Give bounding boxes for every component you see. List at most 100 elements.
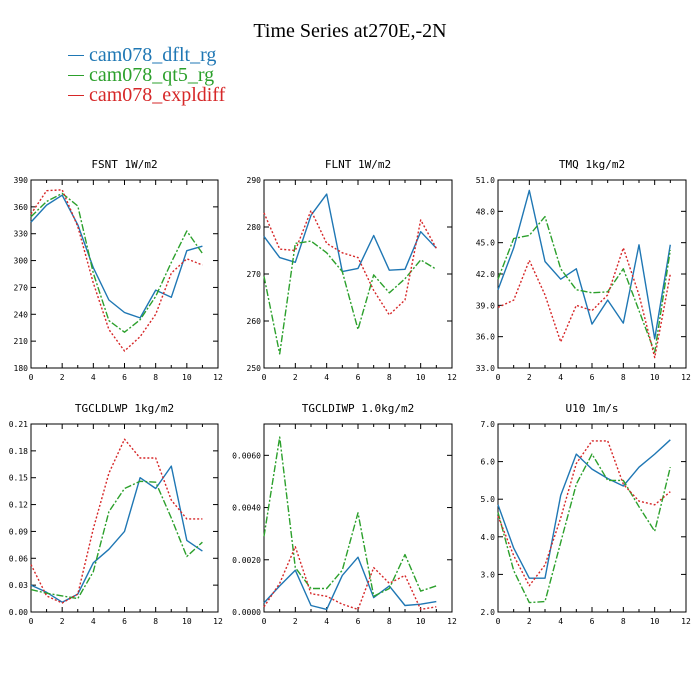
series-line-dflt [497,439,671,579]
y-tick-label: 6.0 [481,458,496,467]
x-tick-label: 2 [527,617,532,626]
x-tick-label: 10 [650,617,660,626]
chart-panel-1: FSNT 1W/m2 0 2 4 6 8 10 12 180 210 240 270 300 330 360… [14,158,223,382]
plot-frame [497,179,687,369]
y-tick-label: 0.00 [9,608,28,617]
y-tick-label: 39.0 [476,301,495,310]
x-tick-label: 2 [60,373,65,382]
y-tick-label: 4.0 [481,533,496,542]
series-line-qt5 [497,453,671,604]
legend-label-dflt: cam078_dflt_rg [89,44,217,66]
y-tick-label: 48.0 [476,207,495,216]
y-tick-label: 7.0 [481,420,496,429]
legend-label-qt5: cam078_qt5_rg [89,64,215,86]
series-line-expldiff [263,546,437,611]
x-tick-label: 8 [387,373,392,382]
x-tick-label: 8 [153,373,158,382]
y-tick-label: 270 [14,283,29,292]
x-tick-label: 12 [681,373,691,382]
y-tick-label: 51.0 [476,176,495,185]
x-tick-label: 6 [122,617,127,626]
y-tick-label: 0.12 [9,501,28,510]
x-tick-label: 2 [293,373,298,382]
x-tick-label: 4 [91,617,96,626]
x-tick-label: 10 [182,617,192,626]
series-line-dflt [263,556,437,611]
plot-frame [30,179,219,369]
series-line-expldiff [497,247,671,359]
y-tick-label: 250 [247,364,262,373]
x-tick-label: 12 [447,617,457,626]
plot-frame [263,179,453,369]
x-tick-label: 0 [29,617,34,626]
chart-panel-3: TMQ 1kg/m2 0 2 4 6 8 10 12 33.0 36.0 39.0 42.0 45.0 4… [476,158,691,382]
x-tick-label: 0 [496,617,501,626]
chart-title: TGCLDLWP 1kg/m2 [75,402,174,415]
y-tick-label: 0.21 [9,420,28,429]
x-tick-label: 2 [527,373,532,382]
y-tick-label: 0.06 [9,554,28,563]
legend-swatch-dflt [68,54,84,56]
y-tick-label: 0.03 [9,581,28,590]
y-tick-label: 36.0 [476,333,495,342]
y-tick-label: 0.0020 [232,556,261,565]
series-line-expldiff [30,189,203,352]
legend-swatch-expldiff [68,94,84,96]
x-tick-label: 0 [496,373,501,382]
y-tick-label: 240 [14,310,29,319]
y-tick-label: 290 [247,176,262,185]
x-tick-label: 10 [416,617,426,626]
x-tick-label: 10 [182,373,192,382]
legend-swatch-qt5 [68,74,84,76]
x-tick-label: 10 [650,373,660,382]
series-line-qt5 [30,192,203,333]
x-tick-label: 2 [293,617,298,626]
y-tick-label: 180 [14,364,29,373]
series-line-expldiff [30,438,203,604]
y-tick-label: 270 [247,270,262,279]
y-tick-label: 330 [14,230,29,239]
x-tick-label: 8 [387,617,392,626]
x-tick-label: 6 [356,373,361,382]
x-tick-label: 4 [91,373,96,382]
x-tick-label: 0 [262,373,267,382]
y-tick-label: 5.0 [481,495,496,504]
x-tick-label: 12 [213,373,223,382]
x-tick-label: 8 [621,373,626,382]
legend-item-expldiff: cam078_expldiff [68,85,225,105]
series-line-dflt [30,465,203,603]
y-tick-label: 360 [14,203,29,212]
series-line-qt5 [263,436,437,597]
y-tick-label: 210 [14,337,29,346]
chart-title: FLNT 1W/m2 [325,158,391,171]
chart-title: TGCLDIWP 1.0kg/m2 [302,402,415,415]
y-tick-label: 42.0 [476,270,495,279]
x-tick-label: 4 [558,617,563,626]
legend-label-expldiff: cam078_expldiff [89,84,226,106]
chart-panel-4: TGCLDLWP 1kg/m2 0 2 4 6 8 10 12 0.00 0.03 0.06 0.09… [9,402,223,626]
y-tick-label: 3.0 [481,570,496,579]
chart-panel-5: TGCLDIWP 1.0kg/m2 0 2 4 6 8 10 12 0.0000 0.0020 0.… [232,402,457,626]
series-line-qt5 [263,240,437,355]
y-tick-label: 0.0060 [232,451,261,460]
y-tick-label: 0.0000 [232,608,261,617]
y-tick-label: 45.0 [476,239,495,248]
chart-panel-6: U10 1m/s 0 2 4 6 8 10 12 2.0 3.0 4.0 5.0 6.0 7.0 [481,402,691,626]
y-tick-label: 0.15 [9,474,28,483]
series-line-qt5 [30,480,203,600]
y-tick-label: 390 [14,176,29,185]
x-tick-label: 8 [153,617,158,626]
y-tick-label: 0.0040 [232,504,261,513]
legend: cam078_dflt_rg cam078_qt5_rg cam078_expl… [68,45,225,105]
page-title: Time Series at270E,-2N [253,20,447,42]
x-tick-label: 6 [122,373,127,382]
series-line-qt5 [497,215,671,353]
x-tick-label: 0 [29,373,34,382]
series-line-expldiff [263,209,437,316]
chart-title: FSNT 1W/m2 [91,158,157,171]
y-tick-label: 280 [247,223,262,232]
x-tick-label: 4 [324,617,329,626]
legend-item-dflt: cam078_dflt_rg [68,45,225,65]
x-tick-label: 10 [416,373,426,382]
